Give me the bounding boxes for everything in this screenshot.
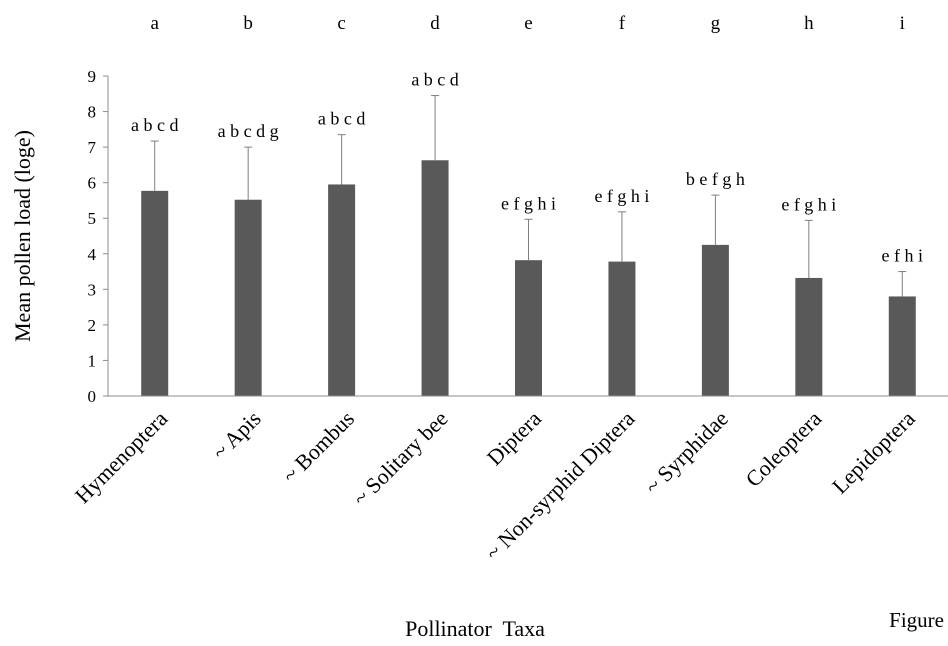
category-label: ~ Syrphidae <box>640 406 733 499</box>
bars-group <box>141 160 916 396</box>
significance-label: a b c d g <box>218 121 279 141</box>
bar <box>608 261 636 396</box>
figure-label: Figure <box>889 608 944 632</box>
top-letter: f <box>619 13 626 34</box>
top-letter: c <box>337 13 345 34</box>
category-label: Hymenoptera <box>70 406 173 509</box>
y-tick-label: 0 <box>88 387 97 406</box>
significance-labels-group: a b c d a b c d g a b c d a b c d e f g h i e… <box>131 70 923 266</box>
top-letters-group: a b c d e f g h i <box>151 13 905 34</box>
x-axis-title: Pollinator Taxa <box>405 616 545 641</box>
y-tick-label: 6 <box>88 174 97 193</box>
y-tick-label: 2 <box>88 316 97 335</box>
category-labels-group: Hymenoptera ~ Apis ~ Bombus~ Solitary bee D… <box>70 406 920 565</box>
category-label: Diptera <box>482 406 546 470</box>
significance-label: e f h i <box>882 246 923 266</box>
significance-label: a b c d <box>131 115 178 135</box>
y-tick-label: 3 <box>88 280 97 299</box>
bar <box>701 244 729 396</box>
bar <box>234 199 262 396</box>
category-label: Lepidoptera <box>827 406 920 499</box>
significance-label: b e f g h <box>686 169 745 189</box>
error-bars-group <box>150 95 907 297</box>
y-tick-label: 4 <box>88 245 97 264</box>
top-letter: b <box>243 13 253 34</box>
bar <box>515 260 542 396</box>
top-letter: h <box>804 13 814 34</box>
y-tick-label: 7 <box>88 138 97 157</box>
significance-label: e f g h i <box>501 193 556 213</box>
significance-label: a b c d <box>318 109 365 129</box>
y-tick-label: 8 <box>88 103 97 122</box>
significance-label: e f g h i <box>781 194 836 214</box>
category-label: ~ Apis <box>207 406 266 465</box>
bar <box>328 184 356 396</box>
y-ticks-group: 0 1 2 3 4 5 6 7 8 9 <box>88 67 108 406</box>
bar <box>888 296 916 396</box>
category-label: Coleoptera <box>740 406 826 492</box>
top-letter: g <box>711 13 721 34</box>
category-label: ~ Solitary bee <box>348 406 453 511</box>
bar <box>795 277 823 396</box>
y-axis-title: Mean pollen load (loge) <box>10 130 35 342</box>
top-letter: a <box>151 13 160 34</box>
axes-group <box>107 76 948 397</box>
significance-label: a b c d <box>411 70 458 90</box>
y-tick-label: 5 <box>88 209 97 228</box>
top-letter: e <box>524 13 532 34</box>
top-letter: i <box>900 13 905 34</box>
top-letter: d <box>430 13 440 34</box>
y-tick-label: 9 <box>88 67 97 86</box>
y-tick-label: 1 <box>88 351 97 370</box>
bar <box>141 190 169 396</box>
significance-label: e f g h i <box>594 186 649 206</box>
category-label: ~ Bombus <box>277 406 359 488</box>
bar <box>421 160 449 396</box>
